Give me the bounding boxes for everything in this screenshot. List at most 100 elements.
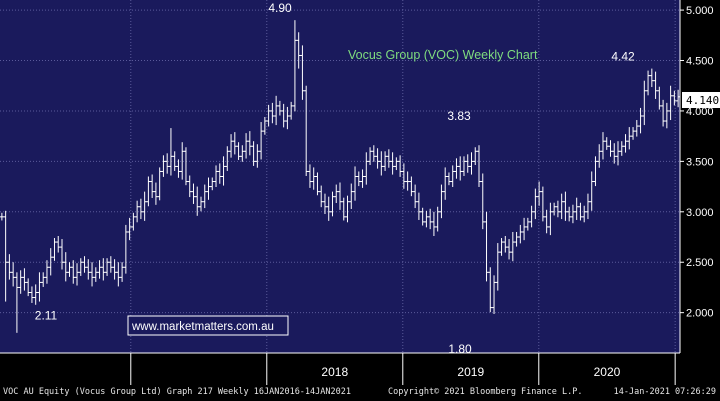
ohlc-bar xyxy=(338,182,342,210)
ohlc-bars xyxy=(0,20,681,333)
ohlc-bar xyxy=(262,116,267,135)
y-tick-label: 3.500 xyxy=(686,156,714,168)
ohlc-bar xyxy=(559,193,564,220)
footer-timestamp: 14-Jan-2021 07:26:29 xyxy=(613,387,716,397)
bottom-axis-background xyxy=(0,353,680,385)
ohlc-bar xyxy=(469,152,474,175)
ohlc-bar xyxy=(360,169,365,188)
ohlc-bar xyxy=(285,106,290,130)
ohlc-bar xyxy=(255,144,260,168)
ohlc-bar xyxy=(161,155,166,177)
ohlc-bar xyxy=(649,68,654,88)
ohlc-bar xyxy=(198,196,203,212)
ohlc-bar xyxy=(627,127,632,150)
ohlc-bar xyxy=(529,205,534,228)
x-tick-label: 2018 xyxy=(321,365,348,379)
ohlc-bar xyxy=(589,171,594,211)
ohlc-bar xyxy=(349,183,354,209)
ohlc-bar xyxy=(105,258,110,276)
watermark-box: www.marketmatters.com.au xyxy=(127,315,289,336)
ohlc-bar xyxy=(315,172,320,196)
ohlc-bar xyxy=(443,167,448,200)
ohlc-bar xyxy=(567,206,572,222)
ohlc-bar xyxy=(326,196,331,221)
ohlc-bar xyxy=(582,205,587,223)
ohlc-bar xyxy=(450,165,455,187)
ohlc-bar xyxy=(183,147,188,186)
ohlc-bar xyxy=(210,177,215,191)
ohlc-bar xyxy=(477,145,482,187)
ohlc-bar xyxy=(225,146,230,171)
ohlc-bar xyxy=(503,236,508,253)
ohlc-bar xyxy=(465,154,470,173)
ohlc-bar xyxy=(657,86,662,110)
ohlc-bar xyxy=(292,20,297,112)
ohlc-bar xyxy=(3,210,8,302)
ohlc-bar xyxy=(416,192,421,220)
footer-security-info: VOC AU Equity (Vocus Group Ltd) Graph 21… xyxy=(3,387,351,397)
ohlc-bar xyxy=(101,258,106,281)
ohlc-bar xyxy=(431,211,436,237)
plot-background xyxy=(0,0,680,353)
ohlc-bar xyxy=(544,209,549,234)
ohlc-bar xyxy=(394,157,399,171)
ohlc-bar xyxy=(90,262,95,287)
ohlc-bar xyxy=(428,208,433,230)
ohlc-bar xyxy=(409,176,414,197)
ohlc-bar xyxy=(525,217,530,231)
ohlc-bar xyxy=(548,202,553,236)
footer-copyright: Copyright© 2021 Bloomberg Finance L.P. xyxy=(388,387,583,397)
ohlc-bar xyxy=(67,262,72,277)
ohlc-bar xyxy=(514,231,519,247)
ohlc-bar xyxy=(634,120,639,137)
ohlc-bar xyxy=(420,207,425,226)
ohlc-bar xyxy=(593,156,598,187)
ohlc-bar xyxy=(353,166,358,201)
ohlc-bar xyxy=(304,85,309,176)
ohlc-bar xyxy=(510,231,515,262)
ohlc-bar xyxy=(518,224,523,244)
ohlc-bar xyxy=(499,238,504,256)
ohlc-bar xyxy=(131,212,136,231)
annotation-label: 2.11 xyxy=(35,309,58,323)
ohlc-bar xyxy=(266,104,271,127)
ohlc-bar xyxy=(435,206,440,232)
last-price-text: 4.140 xyxy=(686,94,719,107)
ohlc-bar xyxy=(600,132,605,160)
ohlc-bar xyxy=(597,144,602,168)
ohlc-bar xyxy=(281,103,286,128)
ohlc-bar xyxy=(11,262,16,287)
x-axis: 2018 2019 2020 xyxy=(0,352,680,385)
ohlc-bar xyxy=(59,239,64,270)
ohlc-bar xyxy=(480,173,485,230)
ohlc-bar xyxy=(311,167,316,190)
ohlc-bar xyxy=(206,177,211,200)
ohlc-bar xyxy=(585,193,590,220)
ohlc-bar xyxy=(259,122,264,160)
annotation-label: 4.90 xyxy=(268,1,292,15)
ohlc-bar xyxy=(71,260,76,284)
ohlc-bar xyxy=(672,90,677,106)
ohlc-bar xyxy=(364,152,369,185)
ohlc-bar xyxy=(300,45,305,100)
ohlc-bar xyxy=(570,204,575,224)
ohlc-bar xyxy=(270,102,275,124)
ohlc-bar xyxy=(14,272,19,333)
ohlc-bar xyxy=(221,156,226,186)
ohlc-bar xyxy=(214,165,219,187)
ohlc-bar xyxy=(29,286,34,303)
ohlc-bar xyxy=(458,156,463,181)
ohlc-bar xyxy=(492,275,497,314)
ohlc-bar xyxy=(383,151,388,171)
ohlc-bar xyxy=(191,183,196,204)
ohlc-bar xyxy=(0,212,4,221)
ohlc-bar xyxy=(52,238,57,261)
ohlc-bar xyxy=(187,175,192,198)
ohlc-bar xyxy=(120,262,125,282)
ohlc-bar xyxy=(289,101,294,120)
ohlc-bar xyxy=(612,143,617,164)
ohlc-bar xyxy=(413,184,418,209)
ohlc-bar xyxy=(18,270,23,294)
ohlc-bar xyxy=(446,172,451,186)
ohlc-bar xyxy=(7,254,12,280)
